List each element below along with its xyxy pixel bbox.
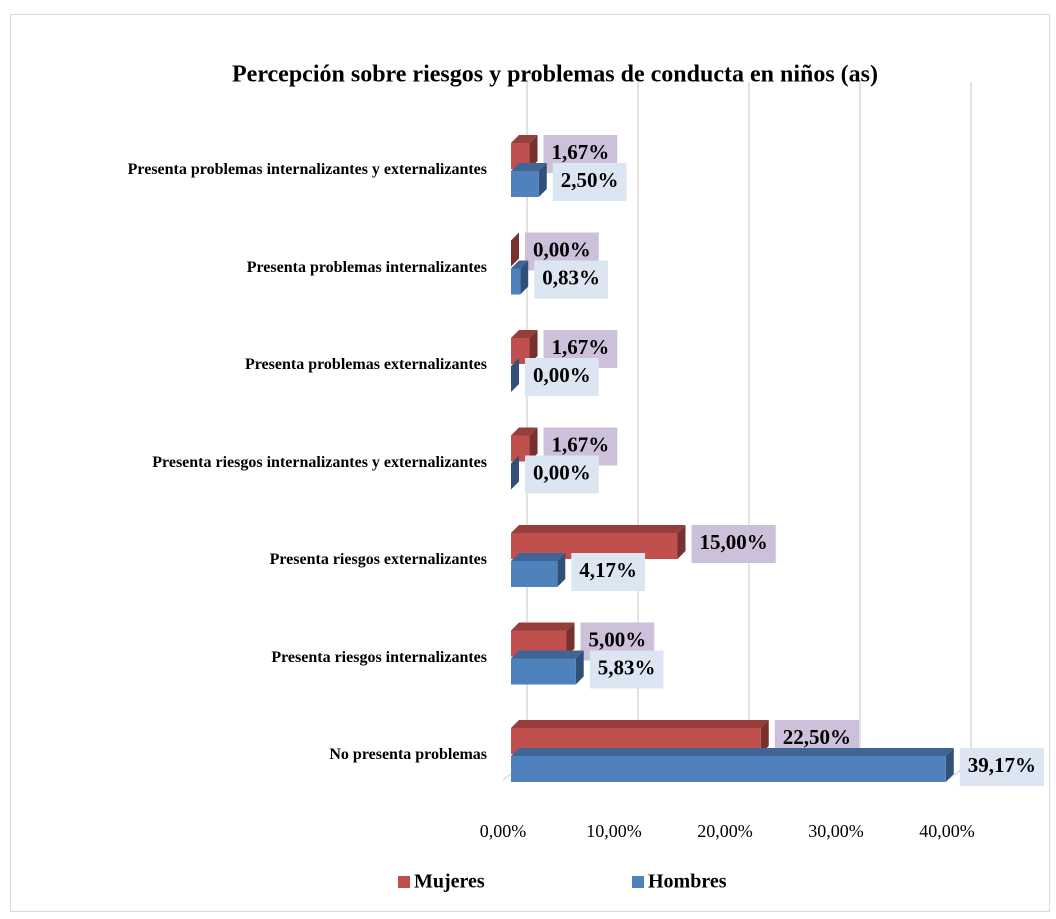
bar-side — [557, 553, 566, 587]
x-tick-label: 0,00% — [480, 821, 527, 841]
bar — [511, 143, 530, 169]
bar-side — [529, 427, 538, 462]
data-label: 2,50% — [552, 163, 627, 201]
data-label-bg — [525, 455, 599, 494]
data-label: 5,83% — [589, 650, 664, 689]
bar-top — [511, 260, 529, 269]
data-label-bg — [589, 650, 664, 689]
category-label: Presenta problemas internalizantes — [246, 258, 487, 276]
data-label-text: 1,67% — [552, 140, 610, 164]
category-label: No presenta problemas — [329, 746, 487, 763]
bar-top — [511, 720, 769, 728]
bar-side — [677, 525, 686, 559]
bar — [511, 756, 946, 782]
data-label: 1,67% — [543, 427, 618, 466]
bar-side — [760, 720, 769, 754]
category-label: Presenta problemas externalizantes — [244, 356, 487, 373]
x-tick-label: 30,00% — [808, 821, 864, 841]
data-label-text: 22,50% — [783, 725, 851, 749]
bar-top — [511, 748, 954, 756]
data-label: 0,00% — [525, 358, 599, 396]
data-label-bg — [959, 748, 1045, 786]
bar — [511, 658, 576, 685]
data-label: 0,83% — [534, 260, 608, 299]
data-label-text: 5,00% — [589, 627, 647, 651]
x-tick-label: 20,00% — [697, 821, 753, 841]
x-tick-label: 40,00% — [919, 821, 975, 841]
bar — [511, 171, 539, 197]
data-label: 0,00% — [525, 455, 599, 494]
bar-side — [511, 358, 519, 392]
data-label: 15,00% — [691, 525, 776, 563]
bar-side — [529, 330, 538, 364]
bar-side — [575, 650, 584, 685]
data-label-text: 1,67% — [552, 432, 610, 456]
chart-title: Percepción sobre riesgos y problemas de … — [232, 62, 878, 88]
data-label-text: 0,00% — [533, 237, 591, 261]
bar-top — [511, 135, 538, 143]
bar-top — [511, 163, 547, 171]
bar-top — [511, 330, 538, 338]
data-label-bg — [571, 553, 646, 591]
data-label: 39,17% — [959, 748, 1045, 786]
bar-side — [945, 748, 954, 782]
data-label-text: 4,17% — [579, 558, 637, 582]
bar-top — [511, 427, 538, 436]
category-label: Presenta riesgos internalizantes y exter… — [152, 453, 487, 471]
bar — [511, 435, 530, 462]
legend-label: Hombres — [648, 871, 727, 893]
bar — [511, 268, 521, 295]
bar-top — [511, 650, 584, 659]
bar-side — [511, 455, 519, 490]
category-label: Presenta riesgos internalizantes — [271, 648, 487, 666]
category-label: Presenta riesgos externalizantes — [269, 551, 487, 568]
legend-swatch — [398, 876, 410, 888]
data-label-text: 15,00% — [700, 530, 768, 554]
bar-top — [511, 525, 686, 533]
bar-side — [566, 622, 575, 657]
data-label-text: 1,67% — [552, 335, 610, 359]
data-label-text: 0,83% — [542, 265, 600, 289]
data-label-text: 0,00% — [533, 460, 591, 484]
bar-top — [511, 553, 566, 561]
bar-top — [511, 622, 575, 631]
bar-side — [520, 260, 529, 295]
legend-label: Mujeres — [414, 871, 485, 893]
data-label-bg — [552, 163, 627, 201]
bar-side — [538, 163, 547, 197]
data-label: 4,17% — [571, 553, 646, 591]
data-label-text: 2,50% — [561, 168, 619, 192]
legend-swatch — [632, 876, 644, 888]
data-label-bg — [534, 260, 608, 299]
x-tick-label: 10,00% — [586, 821, 642, 841]
data-label-text: 39,17% — [968, 753, 1036, 777]
category-label: Presenta problemas internalizantes y ext… — [127, 161, 487, 178]
data-label-bg — [525, 358, 599, 396]
data-label-text: 5,83% — [598, 655, 656, 679]
bar-side — [511, 232, 519, 267]
data-label-bg — [691, 525, 776, 563]
bar-side — [529, 135, 538, 169]
bar — [511, 561, 558, 587]
data-label-text: 0,00% — [533, 363, 591, 387]
bar — [511, 338, 530, 364]
